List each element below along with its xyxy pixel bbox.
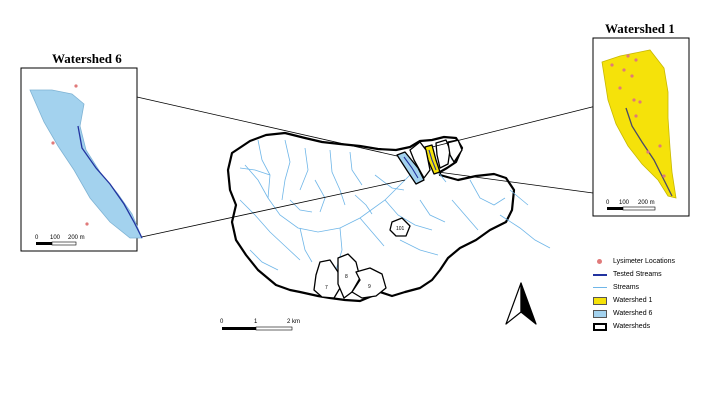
lysimeter-point bbox=[622, 68, 626, 72]
watershed-101-polygon bbox=[389, 217, 411, 237]
watershed-label-7: 7 bbox=[325, 285, 328, 291]
lysimeter-point bbox=[634, 114, 638, 118]
main-scale-tick-0: 0 bbox=[220, 319, 224, 325]
legend-item-lysimeter: Lysimeter Locations bbox=[593, 256, 713, 268]
main-map: 7 8 9 101 bbox=[226, 131, 551, 303]
scale-bar-left: 0 100 200 m bbox=[35, 235, 85, 246]
scale-tick-left-0: 0 bbox=[35, 235, 39, 241]
lysimeter-point bbox=[618, 86, 622, 90]
legend-label: Watershed 6 bbox=[613, 310, 653, 317]
main-scale-tick-1: 1 bbox=[254, 319, 258, 325]
scale-tick-right-0: 0 bbox=[606, 200, 610, 206]
main-scale-bar: 0 1 2 km bbox=[220, 319, 300, 331]
watershed-6-swatch-icon bbox=[593, 310, 607, 318]
legend-item-tested-streams: Tested Streams bbox=[593, 269, 713, 281]
lysimeter-point bbox=[646, 150, 650, 154]
scale-tick-left-2: 200 m bbox=[68, 235, 85, 241]
inset-title-watershed-1: Watershed 1 bbox=[605, 21, 675, 36]
stream-line-icon bbox=[593, 287, 607, 288]
lysimeter-point bbox=[662, 174, 666, 178]
lysimeter-dot-icon bbox=[597, 259, 602, 264]
main-scale-tick-2: 2 km bbox=[287, 319, 300, 325]
lysimeter-point bbox=[632, 98, 636, 102]
tested-stream-ws6 bbox=[77, 125, 143, 239]
lysimeter-point bbox=[634, 58, 638, 62]
lysimeter-point bbox=[85, 222, 89, 226]
legend-item-streams: Streams bbox=[593, 282, 713, 294]
legend-item-watershed-1: Watershed 1 bbox=[593, 295, 713, 307]
watershed-1-swatch-icon bbox=[593, 297, 607, 305]
watershed-label-8: 8 bbox=[345, 274, 348, 280]
lysimeter-point bbox=[51, 141, 55, 145]
watershed-label-9: 9 bbox=[368, 284, 371, 290]
scale-tick-right-2: 200 m bbox=[638, 200, 655, 206]
watershed-1-inset: Watershed 1 0 100 200 m bbox=[592, 21, 690, 217]
streams bbox=[239, 139, 551, 271]
legend-label: Watershed 1 bbox=[613, 297, 653, 304]
lysimeter-point bbox=[74, 84, 78, 88]
legend-label: Streams bbox=[613, 284, 640, 291]
lysimeter-point bbox=[626, 54, 630, 58]
legend-item-watershed-6: Watershed 6 bbox=[593, 308, 713, 320]
watershed-label-101: 101 bbox=[396, 226, 405, 232]
legend-item-watersheds: Watersheds bbox=[593, 321, 713, 333]
watershed-6-shape bbox=[29, 89, 143, 239]
map-legend: Lysimeter Locations Tested Streams Strea… bbox=[593, 256, 713, 334]
watershed-9-polygon bbox=[351, 267, 387, 299]
watershed-7-polygon bbox=[313, 259, 341, 299]
lysimeter-point bbox=[610, 63, 614, 67]
north-arrow-icon bbox=[505, 282, 537, 325]
tested-stream-line-icon bbox=[593, 274, 607, 276]
scale-bar-right: 0 100 200 m bbox=[606, 200, 656, 211]
watersheds-outline-icon bbox=[593, 323, 607, 331]
legend-label: Lysimeter Locations bbox=[613, 258, 675, 265]
main-tested-streams bbox=[403, 149, 437, 179]
scale-tick-right-1: 100 bbox=[619, 200, 630, 206]
lysimeter-point bbox=[638, 100, 642, 104]
scale-tick-left-1: 100 bbox=[50, 235, 61, 241]
inset-connector-lines bbox=[136, 96, 601, 239]
legend-label: Tested Streams bbox=[613, 271, 662, 278]
watershed-6-inset: Watershed 6 0 100 200 m bbox=[20, 51, 143, 252]
legend-label: Watersheds bbox=[613, 323, 651, 330]
lysimeter-point bbox=[630, 74, 634, 78]
lysimeter-point bbox=[658, 144, 662, 148]
sub-watersheds bbox=[313, 139, 463, 299]
inset-title-watershed-6: Watershed 6 bbox=[52, 51, 122, 66]
